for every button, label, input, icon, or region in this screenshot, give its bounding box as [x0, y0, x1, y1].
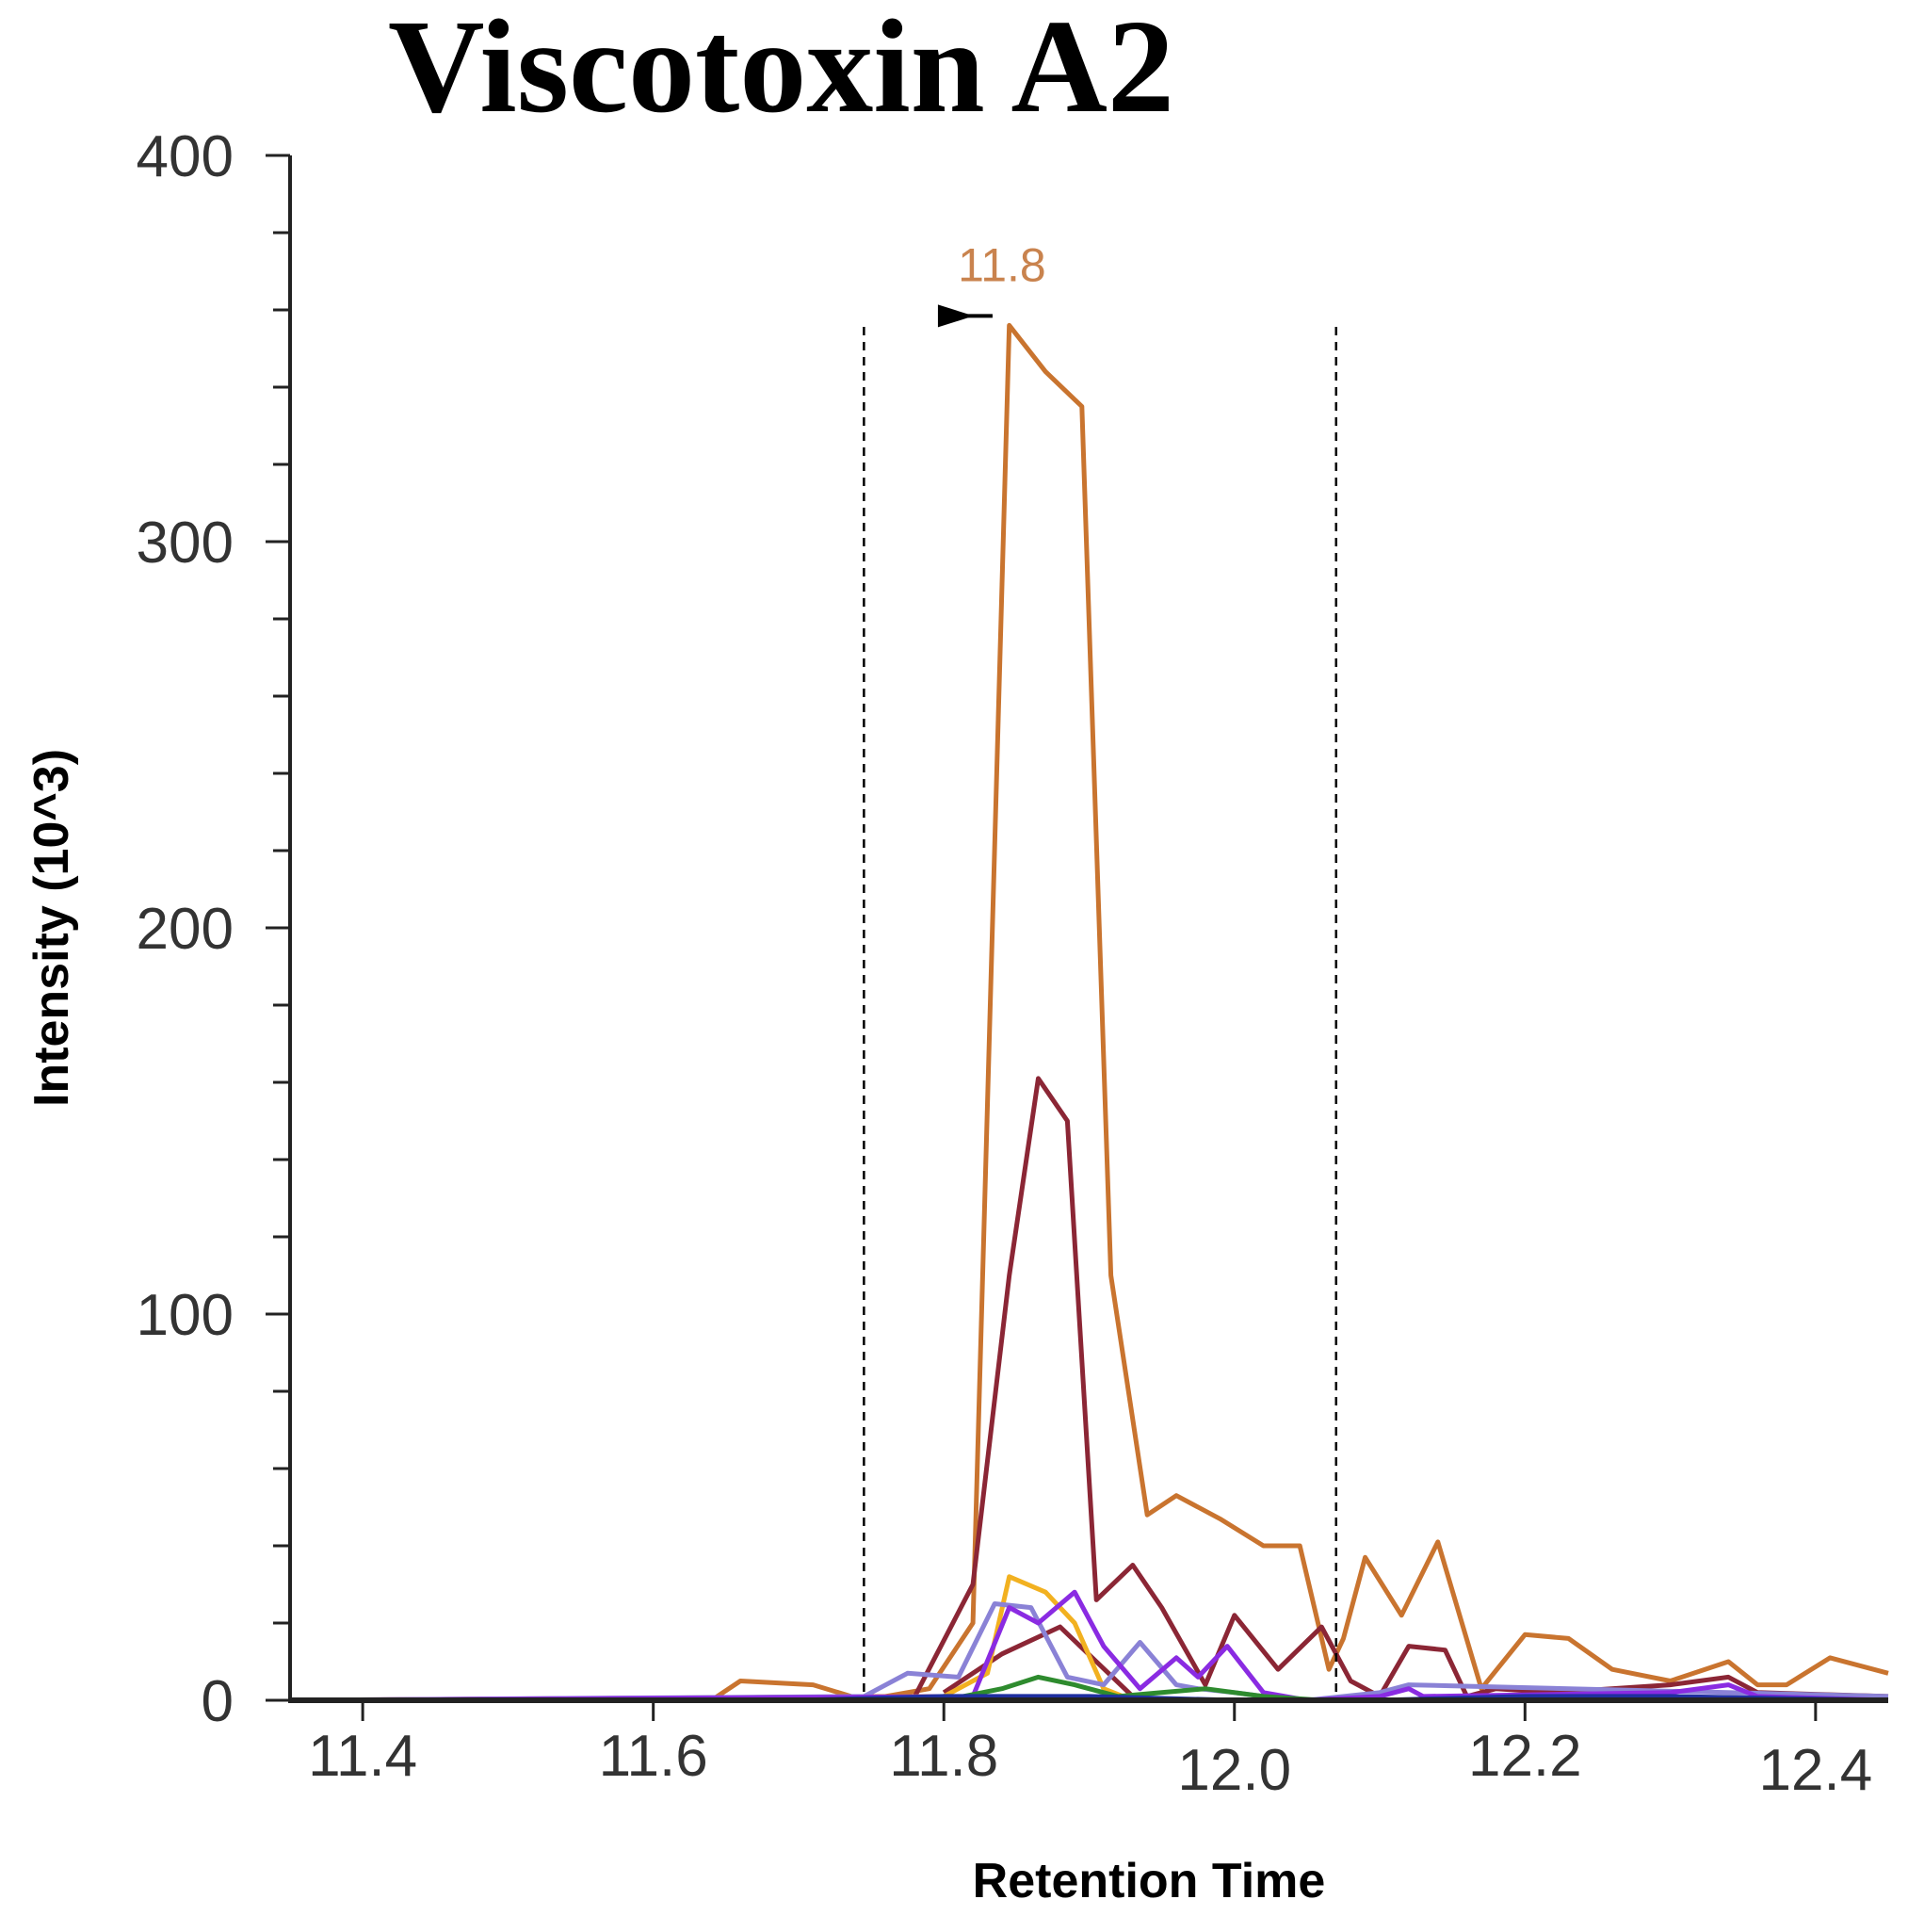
- integration-bounds: [863, 327, 1338, 1700]
- axes: 0 100 200 300 400 11.4 11.6 11.8 12.0 12.2 12.4: [137, 124, 1888, 1803]
- x-tick-label: 12.2: [1468, 1724, 1582, 1789]
- y-tick-label: 100: [137, 1283, 234, 1348]
- peak-annotation-group: 11.8: [937, 238, 1046, 328]
- y-tick-label: 0: [202, 1669, 234, 1734]
- y-axis-label: Intensity (10^3): [24, 749, 79, 1107]
- peak-marker-arrow: [937, 304, 974, 328]
- x-tick-label: 11.6: [599, 1724, 708, 1789]
- y-tick-label: 200: [137, 897, 234, 962]
- series-layer: [289, 322, 1889, 1703]
- x-axis-label: Retention Time: [973, 1854, 1326, 1908]
- x-tick-label: 12.4: [1759, 1738, 1873, 1803]
- peak-label: 11.8: [958, 238, 1046, 291]
- y-tick-label: 400: [137, 124, 234, 189]
- x-tick-label: 11.4: [308, 1724, 417, 1789]
- series-dark-red-trace: [289, 1076, 1889, 1703]
- series-purple-trace: [289, 1589, 1889, 1703]
- x-tick-label: 12.0: [1177, 1738, 1291, 1803]
- y-tick-label: 300: [137, 511, 234, 576]
- chart-title: Viscotoxin A2: [388, 0, 1174, 140]
- series-orange-trace: [290, 322, 1889, 1703]
- x-tick-label: 11.8: [889, 1724, 998, 1789]
- series-yellow-trace: [289, 1574, 1134, 1703]
